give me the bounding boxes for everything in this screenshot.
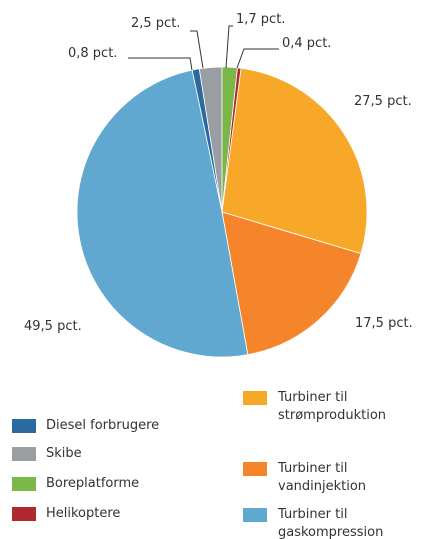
legend-label: Turbiner til strømproduktion	[278, 390, 387, 423]
legend-label: Helikoptere	[46, 506, 121, 521]
legend-swatch	[243, 508, 267, 522]
legend-label: Boreplatforme	[46, 476, 140, 491]
leader-line	[190, 30, 204, 69]
data-label: 17,5 pct.	[355, 316, 413, 331]
legend-swatch	[12, 419, 36, 433]
legend-label: Turbiner til gaskompression	[278, 507, 384, 539]
legend-swatch	[243, 462, 267, 476]
data-label: 49,5 pct.	[24, 319, 82, 334]
legend-label: Skibe	[46, 446, 82, 461]
data-label: 0,8 pct.	[68, 46, 117, 61]
data-label: 2,5 pct.	[131, 16, 180, 31]
data-label: 27,5 pct.	[354, 94, 412, 109]
data-label: 1,7 pct.	[236, 12, 285, 27]
leader-line	[236, 48, 279, 69]
legend-swatch	[243, 391, 267, 405]
legend-swatch	[12, 477, 36, 491]
legend-label: Turbiner til vandinjektion	[278, 461, 367, 494]
pie-slice	[76, 69, 249, 358]
legend-swatch	[12, 507, 36, 521]
leader-line	[128, 57, 193, 71]
data-label: 0,4 pct.	[282, 36, 331, 51]
pie-slice	[221, 211, 362, 356]
pie-slice	[221, 67, 368, 255]
legend-swatch	[12, 447, 36, 461]
leader-line	[225, 25, 233, 69]
legend-label: Diesel forbrugere	[46, 418, 160, 433]
